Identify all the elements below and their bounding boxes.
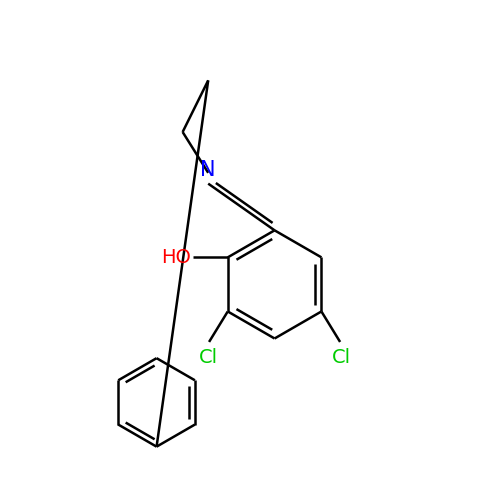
Text: Cl: Cl: [332, 348, 350, 367]
Text: N: N: [200, 160, 216, 180]
Text: Cl: Cl: [198, 348, 218, 367]
Text: HO: HO: [161, 248, 191, 267]
